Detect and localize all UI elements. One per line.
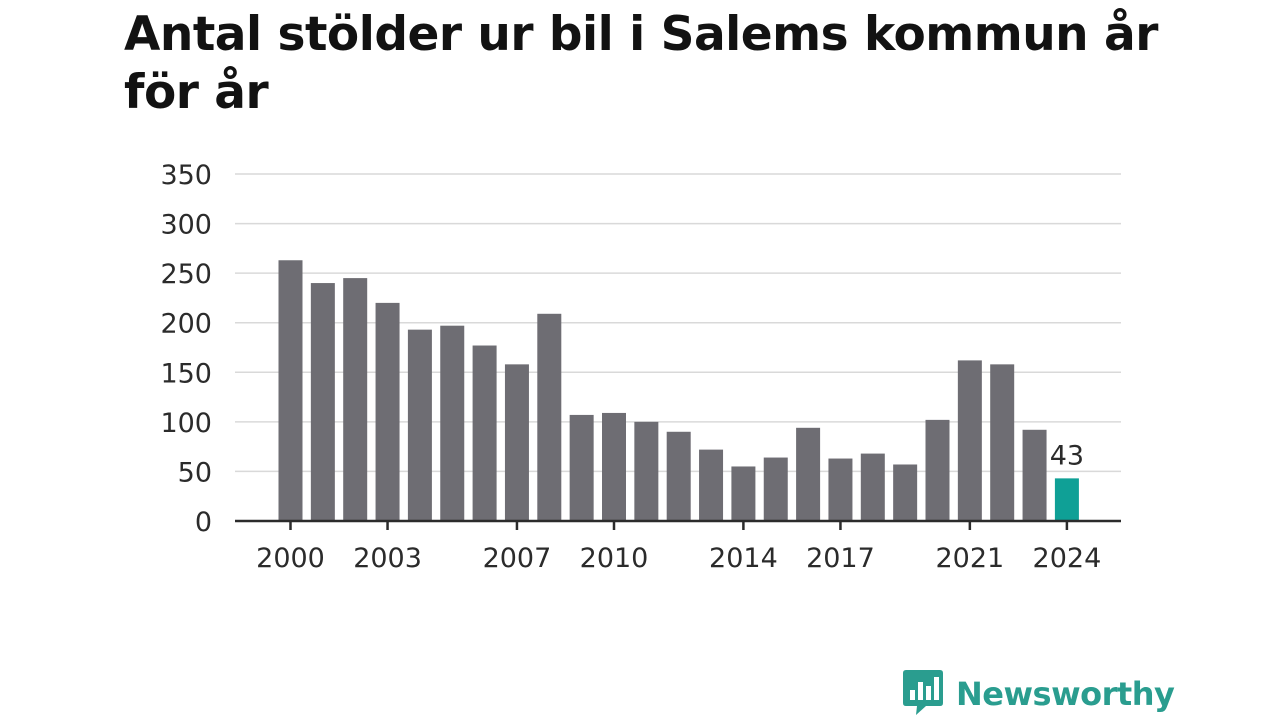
y-axis-ticks: 0 50 100 150 200 250 300 350 [160, 160, 212, 538]
bar-2020 [925, 419, 950, 521]
bar-2013 [699, 449, 724, 521]
x-tick-label: 2024 [1033, 543, 1102, 574]
brand-name: Newsworthy [956, 675, 1175, 713]
bar-2016 [796, 427, 821, 521]
bar-2009 [569, 414, 594, 521]
gridlines [235, 173, 1121, 473]
bar-2002 [343, 278, 368, 521]
x-tick-label: 2021 [935, 543, 1004, 574]
bar-2015 [763, 457, 788, 521]
bar-2001 [310, 283, 335, 521]
bars [278, 260, 1079, 521]
chart-speech-bubble-icon [902, 668, 944, 721]
x-tick-label: 2010 [580, 543, 649, 574]
bar-2012 [666, 431, 691, 521]
bar-2017 [828, 458, 853, 521]
y-tick-label: 150 [160, 358, 212, 389]
bar-2018 [860, 453, 885, 521]
x-tick-label: 2000 [256, 543, 325, 574]
bar-2011 [634, 421, 659, 521]
x-tick-label: 2007 [483, 543, 552, 574]
bar-2023 [1022, 429, 1047, 521]
y-tick-label: 100 [160, 408, 212, 439]
x-tick-label: 2017 [806, 543, 875, 574]
y-tick-label: 300 [160, 210, 212, 241]
bar-2006 [472, 345, 497, 521]
chart-title: Antal stölder ur bil i Salems kommun år … [124, 7, 1158, 120]
data-labels: 43 [1047, 437, 1087, 474]
y-tick-label: 350 [160, 160, 212, 191]
x-tick-label: 2003 [353, 543, 422, 574]
bar-2007 [504, 364, 529, 521]
newsworthy-logo[interactable]: Newsworthy [902, 668, 1175, 721]
x-tick-label: 2014 [709, 543, 778, 574]
bar-2008 [537, 313, 562, 521]
y-tick-label: 50 [178, 457, 212, 488]
y-tick-label: 200 [160, 309, 212, 340]
bar-2010 [602, 412, 626, 521]
bar-2005 [440, 325, 465, 521]
y-tick-label: 250 [160, 259, 212, 290]
y-tick-label: 0 [195, 507, 212, 538]
data-label-2024: 43 [1050, 440, 1084, 471]
bar-2014 [731, 466, 756, 521]
x-axis-ticks: 2000 2003 2007 2010 2014 2017 2021 2024 [256, 521, 1101, 574]
bar-2022 [990, 364, 1015, 521]
bar-2024 [1054, 478, 1079, 521]
bar-2021 [957, 360, 982, 521]
bar-2000 [278, 260, 303, 521]
bar-2019 [893, 464, 918, 521]
bar-2004 [407, 329, 432, 521]
bar-2003 [375, 302, 400, 521]
